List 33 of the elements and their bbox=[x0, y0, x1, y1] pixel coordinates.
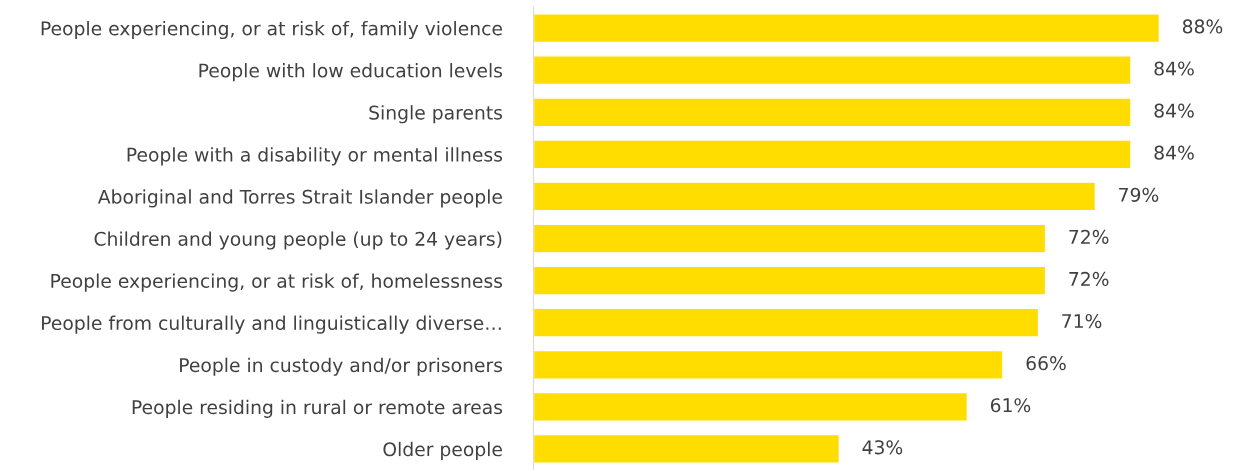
y-tick-label: People with low education levels bbox=[199, 63, 503, 82]
y-tick-label: Single parents bbox=[369, 105, 503, 124]
data-label: 61% bbox=[990, 398, 1031, 413]
data-label: 66% bbox=[1026, 356, 1066, 371]
bar bbox=[533, 13, 1161, 44]
y-tick-label: Older people bbox=[383, 441, 502, 460]
y-tick-label: People experiencing, or at risk of, homelessness bbox=[51, 273, 503, 292]
y-tick-label: People experiencing, or at risk of, family violence bbox=[41, 20, 502, 40]
y-tick-label: People from culturally and linguistically diverse… bbox=[42, 315, 501, 334]
data-label: 84% bbox=[1154, 61, 1194, 76]
data-label: 79% bbox=[1119, 187, 1159, 202]
bar bbox=[533, 55, 1132, 86]
bar bbox=[533, 223, 1047, 254]
data-label: 72% bbox=[1069, 229, 1109, 244]
data-label: 72% bbox=[1069, 271, 1109, 287]
data-label: 84% bbox=[1154, 103, 1194, 118]
bar bbox=[533, 307, 1040, 338]
y-tick-label: People residing in rural or remote areas bbox=[132, 399, 503, 418]
bar bbox=[533, 97, 1132, 128]
y-tick-label: Children and young people (up to 24 years) bbox=[94, 231, 502, 250]
bar bbox=[533, 349, 1004, 380]
bar bbox=[533, 139, 1132, 170]
y-tick-label: Aboriginal and Torres Strait Islander people bbox=[97, 189, 502, 208]
data-label: 71% bbox=[1062, 313, 1102, 329]
bar bbox=[533, 391, 969, 422]
data-label: 88% bbox=[1182, 19, 1223, 34]
y-tick-label: People with a disability or mental illness bbox=[127, 147, 503, 166]
bar bbox=[533, 181, 1097, 212]
y-tick-label: People in custody and/or prisoners bbox=[180, 357, 503, 376]
bar bbox=[533, 265, 1047, 296]
data-label: 84% bbox=[1154, 145, 1194, 160]
bar bbox=[533, 433, 841, 464]
data-label: 43% bbox=[862, 440, 903, 455]
